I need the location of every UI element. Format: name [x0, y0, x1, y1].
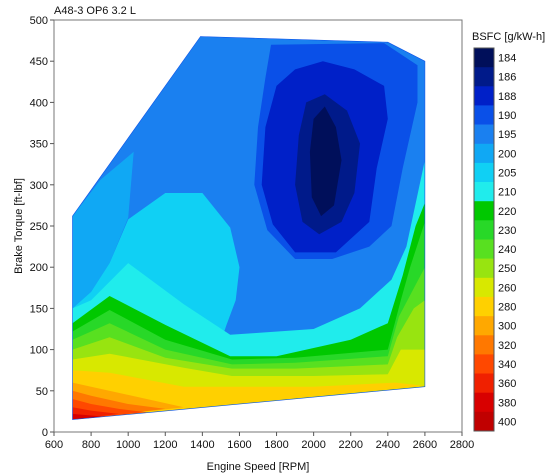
colorbar-swatch-320 [474, 335, 494, 355]
x-tick-label: 1200 [153, 439, 177, 451]
operating-boundary [72, 36, 426, 420]
colorbar-label: 280 [498, 302, 516, 314]
chart-title: A48-3 OP6 3.2 L [54, 5, 136, 17]
colorbar-label: 186 [498, 72, 516, 84]
colorbar-swatch-200 [474, 143, 494, 164]
y-tick-label: 50 [36, 386, 48, 398]
colorbar-title: BSFC [g/kW-h] [472, 31, 545, 43]
x-tick-label: 1800 [264, 439, 288, 451]
colorbar-label: 184 [498, 53, 516, 65]
colorbar-swatch-280 [474, 296, 494, 317]
x-tick-label: 1600 [227, 439, 251, 451]
colorbar-label: 210 [498, 187, 516, 199]
x-axis-ticks: 600 800 1000 1200 1400 1600 1800 2000 2200 2400 26… [45, 432, 474, 451]
colorbar-label: 340 [498, 359, 516, 371]
x-tick-label: 2800 [450, 439, 474, 451]
y-tick-label: 150 [30, 303, 48, 315]
colorbar-swatch-195 [474, 124, 494, 145]
y-axis-ticks: 0 50 100 150 200 250 300 350 400 450 500 [30, 15, 54, 439]
x-tick-label: 2400 [376, 439, 400, 451]
x-tick-label: 2200 [338, 439, 362, 451]
y-axis-label: Brake Torque [ft-lbf] [13, 178, 25, 274]
colorbar-swatch-260 [474, 277, 494, 298]
colorbar-label: 320 [498, 340, 516, 352]
x-axis-label: Engine Speed [RPM] [207, 461, 310, 473]
colorbar-label: 195 [498, 129, 516, 141]
colorbar-label: 250 [498, 263, 516, 275]
colorbar-label: 260 [498, 282, 516, 294]
x-tick-label: 2600 [413, 439, 437, 451]
colorbar-label: 380 [498, 397, 516, 409]
colorbar-swatch-360 [474, 373, 494, 393]
y-tick-label: 200 [30, 262, 48, 274]
colorbar-swatch-184 [474, 48, 494, 68]
contour-region-184-18 [309, 106, 342, 217]
colorbar-swatch-380 [474, 392, 494, 413]
colorbar-swatch-240 [474, 239, 494, 259]
y-tick-label: 250 [30, 221, 48, 233]
colorbar-swatch-220 [474, 201, 494, 221]
y-tick-label: 100 [30, 345, 48, 357]
colorbar-label: 240 [498, 244, 516, 256]
colorbar-label: 360 [498, 378, 516, 390]
colorbar-swatch-230 [474, 220, 494, 240]
x-tick-label: 1400 [190, 439, 214, 451]
colorbar-swatch-190 [474, 105, 494, 125]
x-tick-label: 800 [82, 439, 100, 451]
colorbar-label: 220 [498, 206, 516, 218]
y-tick-label: 400 [30, 97, 48, 109]
contour-region-200-1 [72, 151, 134, 420]
colorbar-swatch-400 [474, 411, 494, 432]
x-tick-label: 1000 [116, 439, 140, 451]
y-tick-label: 450 [30, 56, 48, 68]
colorbar-label: 400 [498, 416, 516, 428]
y-tick-label: 0 [42, 427, 48, 439]
colorbar-swatch-300 [474, 316, 494, 336]
colorbar-frame [473, 47, 495, 432]
colorbar-label: 230 [498, 225, 516, 237]
x-tick-label: 600 [45, 439, 63, 451]
colorbar-swatch-188 [474, 86, 494, 106]
colorbar-label: 190 [498, 110, 516, 122]
y-tick-label: 500 [30, 15, 48, 27]
colorbar-label: 200 [498, 148, 516, 160]
x-tick-label: 2000 [301, 439, 325, 451]
colorbar-swatch-210 [474, 182, 494, 202]
colorbar-swatch-340 [474, 354, 494, 374]
colorbar-swatch-205 [474, 162, 494, 183]
colorbar: 184 186 188 190 195 200 205 210 220 230 240 250 260 2… [473, 47, 516, 432]
colorbar-label: 188 [498, 91, 516, 103]
contour-regions [72, 36, 425, 420]
colorbar-label: 205 [498, 168, 516, 180]
colorbar-label: 300 [498, 321, 516, 333]
colorbar-swatch-186 [474, 67, 494, 87]
y-tick-label: 350 [30, 139, 48, 151]
y-tick-label: 300 [30, 180, 48, 192]
contour-region-380-14 [72, 413, 110, 420]
colorbar-swatch-250 [474, 258, 494, 279]
